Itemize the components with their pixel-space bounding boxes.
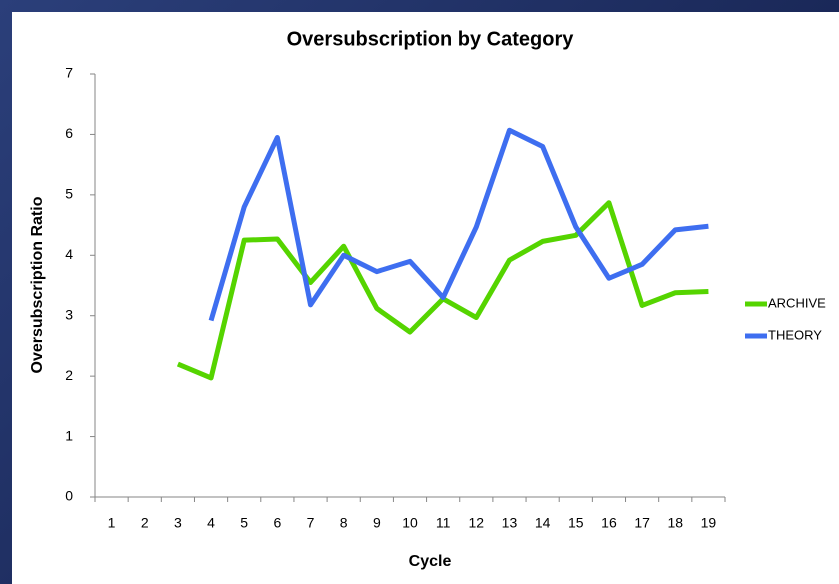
x-tick-label: 3 (174, 515, 182, 531)
x-tick-label: 7 (307, 515, 315, 531)
x-tick-label: 2 (141, 515, 149, 531)
legend-label: ARCHIVE (768, 295, 826, 310)
x-tick-label: 15 (568, 515, 584, 531)
y-tick-label: 0 (65, 488, 73, 504)
legend-label: THEORY (768, 327, 822, 342)
y-tick-label: 4 (65, 246, 73, 262)
x-tick-label: 5 (240, 515, 248, 531)
y-tick-label: 2 (65, 367, 73, 383)
y-tick-label: 6 (65, 125, 73, 141)
chart-title: Oversubscription by Category (287, 28, 575, 50)
x-tick-label: 18 (667, 515, 683, 531)
x-tick-label: 19 (701, 515, 717, 531)
y-tick-label: 5 (65, 186, 73, 202)
chart-panel (12, 12, 839, 584)
x-tick-label: 1 (108, 515, 116, 531)
x-tick-label: 16 (601, 515, 617, 531)
y-tick-label: 1 (65, 427, 73, 443)
x-tick-label: 17 (634, 515, 650, 531)
x-tick-label: 8 (340, 515, 348, 531)
x-tick-label: 11 (436, 515, 451, 531)
series-line (208, 127, 709, 322)
x-axis-title: Cycle (409, 553, 452, 570)
x-tick-label: 9 (373, 515, 381, 531)
y-tick-label: 3 (65, 306, 73, 322)
x-tick-label: 6 (273, 515, 281, 531)
x-tick-label: 13 (502, 515, 518, 531)
x-tick-label: 12 (469, 515, 485, 531)
x-tick-label: 10 (402, 515, 418, 531)
y-tick-label: 7 (65, 65, 73, 81)
x-tick-label: 14 (535, 515, 551, 531)
x-tick-label: 4 (207, 515, 215, 531)
y-axis-title: Oversubscription Ratio (29, 196, 46, 373)
